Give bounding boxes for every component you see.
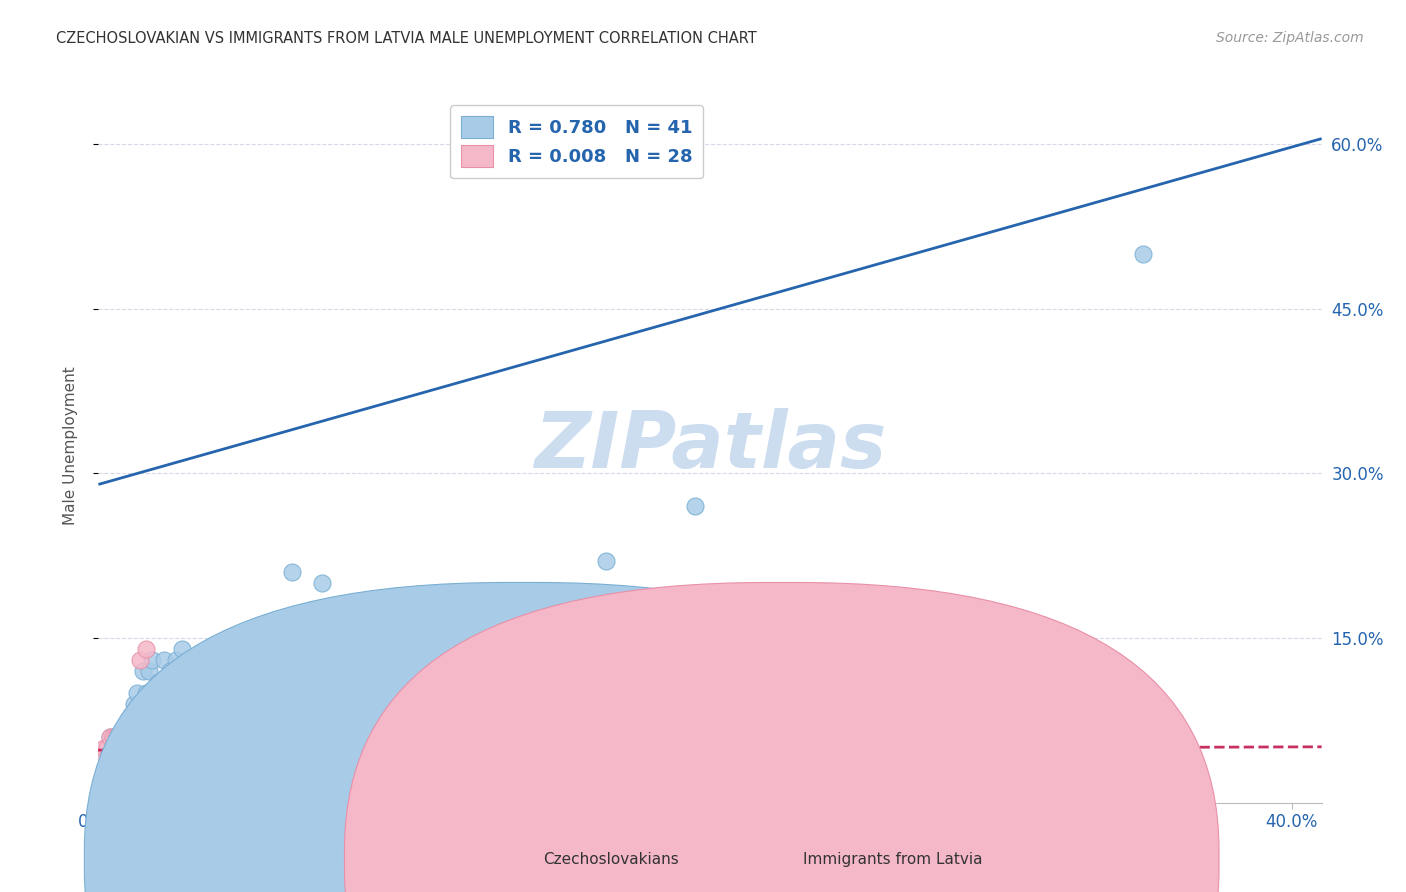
Point <box>98 730 121 744</box>
Point <box>159 664 181 678</box>
Point <box>122 740 145 755</box>
Point <box>863 675 886 690</box>
Text: CZECHOSLOVAKIAN VS IMMIGRANTS FROM LATVIA MALE UNEMPLOYMENT CORRELATION CHART: CZECHOSLOVAKIAN VS IMMIGRANTS FROM LATVI… <box>56 31 756 46</box>
Point <box>183 653 205 667</box>
Text: Immigrants from Latvia: Immigrants from Latvia <box>803 853 983 867</box>
Point <box>108 763 131 777</box>
Point <box>93 740 115 755</box>
Point <box>105 752 128 766</box>
Point <box>108 740 131 755</box>
Point <box>191 675 214 690</box>
Point <box>236 686 259 700</box>
Point <box>93 752 115 766</box>
Point <box>415 697 437 711</box>
Point <box>111 752 134 766</box>
Point <box>98 752 121 766</box>
Point <box>207 752 229 766</box>
Point <box>103 730 125 744</box>
Point <box>201 642 224 657</box>
Point <box>371 675 394 690</box>
Point <box>127 719 149 733</box>
Y-axis label: Male Unemployment: Male Unemployment <box>63 367 77 525</box>
Point <box>153 752 176 766</box>
Point <box>105 740 128 755</box>
Point <box>1132 247 1154 261</box>
Point <box>135 686 157 700</box>
Point <box>534 675 557 690</box>
Point <box>129 653 152 667</box>
Point <box>744 686 766 700</box>
Point <box>114 730 136 744</box>
Point <box>132 664 155 678</box>
Point <box>103 773 125 788</box>
Point <box>146 675 169 690</box>
Point <box>281 566 304 580</box>
Text: Czechoslovakians: Czechoslovakians <box>543 853 679 867</box>
Point <box>117 719 139 733</box>
Point <box>141 752 163 766</box>
Point <box>127 686 149 700</box>
Point <box>96 763 118 777</box>
Point <box>103 740 125 755</box>
Point <box>117 740 139 755</box>
Point <box>114 730 136 744</box>
Point <box>683 500 706 514</box>
Point <box>96 740 118 755</box>
Point <box>177 752 200 766</box>
Point <box>252 686 274 700</box>
Point <box>177 664 200 678</box>
Point <box>120 752 142 766</box>
Point <box>170 642 193 657</box>
Legend: R = 0.780   N = 41, R = 0.008   N = 28: R = 0.780 N = 41, R = 0.008 N = 28 <box>450 105 703 178</box>
Point <box>93 752 115 766</box>
Point <box>153 653 176 667</box>
Point <box>90 763 112 777</box>
Point <box>96 763 118 777</box>
Point <box>135 642 157 657</box>
Point <box>475 686 498 700</box>
Point <box>221 631 243 645</box>
Point <box>111 752 134 766</box>
Point <box>207 653 229 667</box>
Point <box>340 664 363 678</box>
Point <box>146 740 169 755</box>
Point <box>138 664 160 678</box>
Point <box>983 740 1005 755</box>
Point <box>120 708 142 723</box>
Point <box>162 740 184 755</box>
Text: Source: ZipAtlas.com: Source: ZipAtlas.com <box>1216 31 1364 45</box>
Point <box>122 697 145 711</box>
Point <box>266 740 288 755</box>
Point <box>595 554 617 568</box>
Point <box>311 576 333 591</box>
Point <box>105 730 128 744</box>
Text: ZIPatlas: ZIPatlas <box>534 408 886 484</box>
Point <box>98 730 121 744</box>
Point <box>141 653 163 667</box>
Point <box>165 653 187 667</box>
